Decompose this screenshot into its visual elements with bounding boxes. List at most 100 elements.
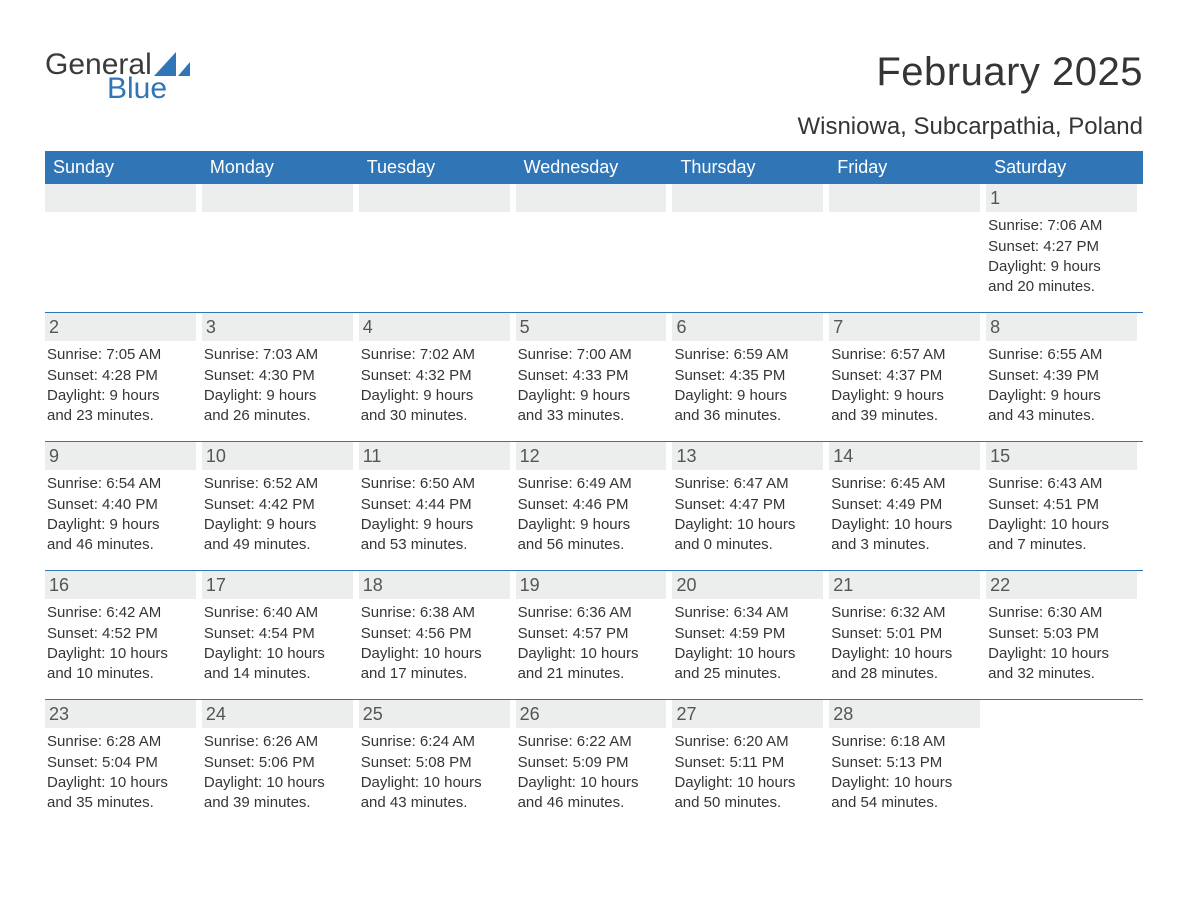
calendar-day: 27Sunrise: 6:20 AMSunset: 5:11 PMDayligh… — [672, 700, 829, 823]
day-number: 26 — [516, 700, 667, 728]
day-number: 28 — [829, 700, 980, 728]
day-daylight1: Daylight: 10 hours — [47, 773, 194, 793]
day-sunrise: Sunrise: 6:59 AM — [674, 345, 821, 365]
day-sunrise: Sunrise: 6:20 AM — [674, 732, 821, 752]
day-daylight1: Daylight: 9 hours — [988, 386, 1135, 406]
calendar-day: 23Sunrise: 6:28 AMSunset: 5:04 PMDayligh… — [45, 700, 202, 823]
day-number: 4 — [359, 313, 510, 341]
day-daylight2: and 10 minutes. — [47, 664, 194, 684]
day-sunset: Sunset: 4:37 PM — [831, 366, 978, 386]
calendar-day: 25Sunrise: 6:24 AMSunset: 5:08 PMDayligh… — [359, 700, 516, 823]
day-sunset: Sunset: 5:06 PM — [204, 753, 351, 773]
dow-thursday: Thursday — [672, 151, 829, 184]
dow-monday: Monday — [202, 151, 359, 184]
day-sunset: Sunset: 4:35 PM — [674, 366, 821, 386]
day-sunset: Sunset: 5:03 PM — [988, 624, 1135, 644]
calendar-day: 17Sunrise: 6:40 AMSunset: 4:54 PMDayligh… — [202, 571, 359, 699]
day-daylight2: and 32 minutes. — [988, 664, 1135, 684]
day-number: 2 — [45, 313, 196, 341]
day-sunset: Sunset: 4:59 PM — [674, 624, 821, 644]
day-sunset: Sunset: 5:11 PM — [674, 753, 821, 773]
day-sunrise: Sunrise: 6:57 AM — [831, 345, 978, 365]
day-sunset: Sunset: 4:27 PM — [988, 237, 1135, 257]
day-number: 19 — [516, 571, 667, 599]
day-daylight2: and 54 minutes. — [831, 793, 978, 813]
calendar-day: 7Sunrise: 6:57 AMSunset: 4:37 PMDaylight… — [829, 313, 986, 441]
calendar-day: 20Sunrise: 6:34 AMSunset: 4:59 PMDayligh… — [672, 571, 829, 699]
day-number: 18 — [359, 571, 510, 599]
calendar-day: 19 Sunrise: 6:36 AMSunset: 4:57 PMDayligh… — [516, 571, 673, 699]
day-daylight2: and 46 minutes. — [518, 793, 665, 813]
day-sunrise: Sunrise: 7:02 AM — [361, 345, 508, 365]
day-daylight2: and 33 minutes. — [518, 406, 665, 426]
day-daylight1: Daylight: 10 hours — [47, 644, 194, 664]
day-number — [202, 184, 353, 212]
day-sunrise: Sunrise: 6:43 AM — [988, 474, 1135, 494]
day-number: 6 — [672, 313, 823, 341]
day-daylight2: and 21 minutes. — [518, 664, 665, 684]
day-sunset: Sunset: 5:01 PM — [831, 624, 978, 644]
calendar-day: 12Sunrise: 6:49 AMSunset: 4:46 PMDayligh… — [516, 442, 673, 570]
day-details: Sunrise: 6:26 AMSunset: 5:06 PMDaylight:… — [202, 732, 353, 813]
day-sunset: Sunset: 4:39 PM — [988, 366, 1135, 386]
day-details: Sunrise: 7:03 AMSunset: 4:30 PMDaylight:… — [202, 345, 353, 426]
day-number: 25 — [359, 700, 510, 728]
day-daylight1: Daylight: 9 hours — [47, 386, 194, 406]
day-sunset: Sunset: 5:13 PM — [831, 753, 978, 773]
day-details: Sunrise: 6:36 AMSunset: 4:57 PMDaylight:… — [516, 603, 667, 684]
day-sunrise: Sunrise: 6:36 AM — [518, 603, 665, 623]
day-details: Sunrise: 6:52 AMSunset: 4:42 PMDaylight:… — [202, 474, 353, 555]
day-sunset: Sunset: 4:47 PM — [674, 495, 821, 515]
dow-sunday: Sunday — [45, 151, 202, 184]
day-daylight2: and 53 minutes. — [361, 535, 508, 555]
calendar-day: 24Sunrise: 6:26 AMSunset: 5:06 PMDayligh… — [202, 700, 359, 823]
day-number — [359, 184, 510, 212]
day-sunrise: Sunrise: 6:47 AM — [674, 474, 821, 494]
calendar-day: 8Sunrise: 6:55 AMSunset: 4:39 PMDaylight… — [986, 313, 1143, 441]
brand-logo: General Blue — [45, 50, 196, 104]
calendar-day: 9Sunrise: 6:54 AMSunset: 4:40 PMDaylight… — [45, 442, 202, 570]
day-details: Sunrise: 6:22 AMSunset: 5:09 PMDaylight:… — [516, 732, 667, 813]
calendar-week: 2Sunrise: 7:05 AMSunset: 4:28 PMDaylight… — [45, 312, 1143, 441]
calendar-day — [202, 184, 359, 312]
day-sunset: Sunset: 5:08 PM — [361, 753, 508, 773]
day-number: 1 — [986, 184, 1137, 212]
day-daylight1: Daylight: 9 hours — [831, 386, 978, 406]
day-sunrise: Sunrise: 6:32 AM — [831, 603, 978, 623]
calendar-day — [829, 184, 986, 312]
day-sunset: Sunset: 4:56 PM — [361, 624, 508, 644]
logo-text-blue: Blue — [107, 74, 167, 104]
day-daylight2: and 0 minutes. — [674, 535, 821, 555]
day-number: 17 — [202, 571, 353, 599]
day-daylight1: Daylight: 9 hours — [518, 386, 665, 406]
day-sunset: Sunset: 5:04 PM — [47, 753, 194, 773]
day-daylight2: and 28 minutes. — [831, 664, 978, 684]
day-daylight2: and 39 minutes. — [831, 406, 978, 426]
calendar-day: 15Sunrise: 6:43 AMSunset: 4:51 PMDayligh… — [986, 442, 1143, 570]
day-sunrise: Sunrise: 6:18 AM — [831, 732, 978, 752]
day-details: Sunrise: 6:42 AMSunset: 4:52 PMDaylight:… — [45, 603, 196, 684]
day-daylight1: Daylight: 9 hours — [361, 386, 508, 406]
day-daylight2: and 7 minutes. — [988, 535, 1135, 555]
day-number: 23 — [45, 700, 196, 728]
calendar-day: 3Sunrise: 7:03 AMSunset: 4:30 PMDaylight… — [202, 313, 359, 441]
day-details: Sunrise: 6:59 AMSunset: 4:35 PMDaylight:… — [672, 345, 823, 426]
day-details: Sunrise: 6:47 AMSunset: 4:47 PMDaylight:… — [672, 474, 823, 555]
day-number: 11 — [359, 442, 510, 470]
day-number — [516, 184, 667, 212]
day-details: Sunrise: 6:57 AMSunset: 4:37 PMDaylight:… — [829, 345, 980, 426]
day-details: Sunrise: 7:02 AMSunset: 4:32 PMDaylight:… — [359, 345, 510, 426]
calendar-day — [359, 184, 516, 312]
day-daylight2: and 49 minutes. — [204, 535, 351, 555]
day-number — [672, 184, 823, 212]
day-sunrise: Sunrise: 7:06 AM — [988, 216, 1135, 236]
day-number — [45, 184, 196, 212]
day-details: Sunrise: 6:34 AMSunset: 4:59 PMDaylight:… — [672, 603, 823, 684]
day-sunset: Sunset: 4:44 PM — [361, 495, 508, 515]
day-number: 21 — [829, 571, 980, 599]
day-details: Sunrise: 6:55 AMSunset: 4:39 PMDaylight:… — [986, 345, 1137, 426]
calendar-day: 5Sunrise: 7:00 AMSunset: 4:33 PMDaylight… — [516, 313, 673, 441]
day-daylight1: Daylight: 10 hours — [674, 644, 821, 664]
day-daylight1: Daylight: 10 hours — [204, 644, 351, 664]
day-daylight2: and 35 minutes. — [47, 793, 194, 813]
